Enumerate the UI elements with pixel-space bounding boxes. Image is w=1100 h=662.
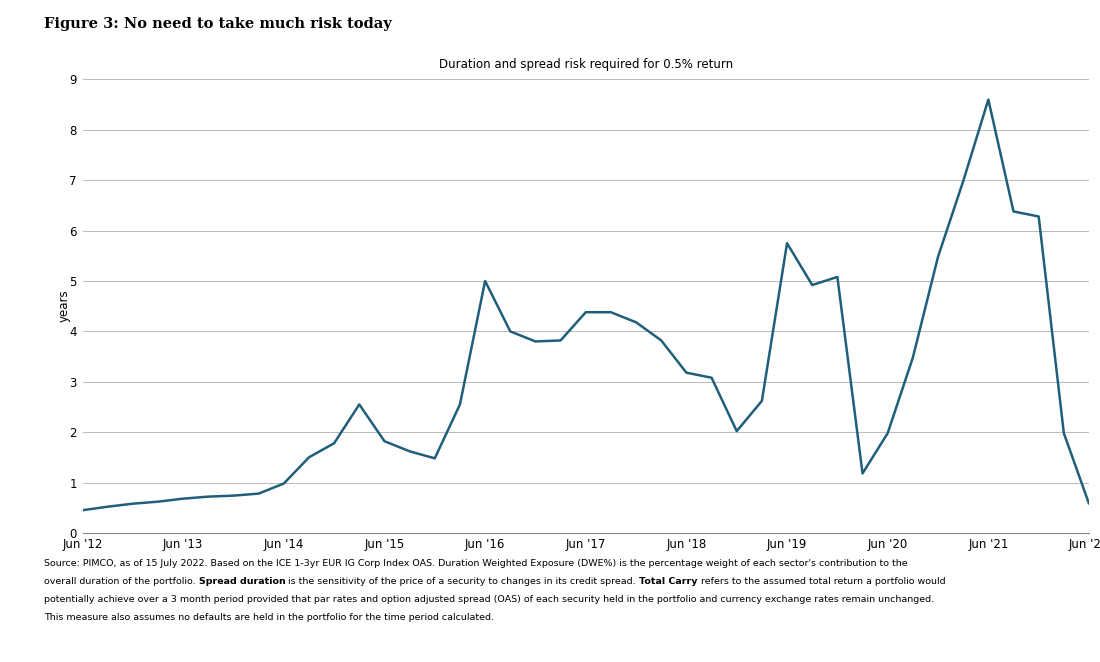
Text: Spread duration: Spread duration — [199, 577, 285, 587]
Text: overall duration of the portfolio.: overall duration of the portfolio. — [44, 577, 199, 587]
Text: refers to the assumed total return a portfolio would: refers to the assumed total return a por… — [697, 577, 945, 587]
Text: potentially achieve over a 3 month period provided that par rates and option adj: potentially achieve over a 3 month perio… — [44, 595, 934, 604]
Y-axis label: years: years — [57, 290, 70, 322]
Text: Total Carry: Total Carry — [639, 577, 697, 587]
Text: This measure also assumes no defaults are held in the portfolio for the time per: This measure also assumes no defaults ar… — [44, 613, 494, 622]
Title: Duration and spread risk required for 0.5% return: Duration and spread risk required for 0.… — [439, 58, 733, 71]
Text: Source: PIMCO, as of 15 July 2022. Based on the ICE 1-3yr EUR IG Corp Index OAS.: Source: PIMCO, as of 15 July 2022. Based… — [44, 559, 907, 569]
Text: is the sensitivity of the price of a security to changes in its credit spread.: is the sensitivity of the price of a sec… — [285, 577, 639, 587]
Text: Figure 3: No need to take much risk today: Figure 3: No need to take much risk toda… — [44, 17, 392, 30]
